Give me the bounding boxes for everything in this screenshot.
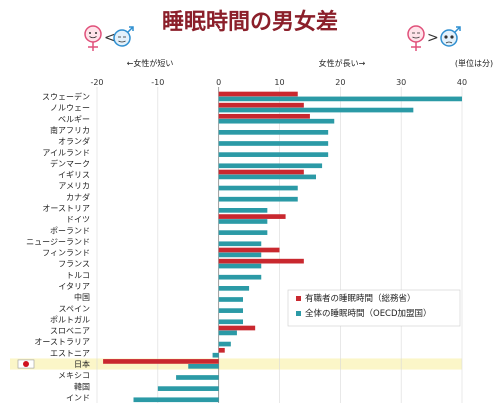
bar-overall [218,185,298,191]
bar-employed [218,113,310,119]
bar-overall [218,297,243,302]
right-note: 女性が長い→ [319,58,366,68]
bar-overall [218,263,262,269]
bar-overall [218,330,237,336]
highlight-row [10,358,462,370]
bar-employed [218,102,304,108]
bar-employed [218,347,225,353]
x-tick-label: 40 [457,78,467,87]
category-label: トルコ [66,271,90,280]
bar-overall [212,352,219,358]
category-label: オランダ [58,136,90,146]
category-label: ポルトガル [50,314,90,324]
bar-employed [218,214,286,219]
left-note: ←女性が短い [127,58,174,68]
bar-overall [218,118,335,124]
bar-employed [218,91,298,97]
bar-overall [218,208,268,213]
category-label: フィンランド [42,249,90,258]
bar-overall [218,219,268,224]
legend-swatch [296,311,301,316]
bar-overall [218,252,262,258]
female-less-than-male-icon: < [84,25,134,51]
x-tick-label: 30 [396,78,406,87]
category-label: 南アフリカ [50,125,90,135]
category-label: アメリカ [58,182,90,191]
category-label: ノルウェー [50,104,90,113]
japan-flag-sun [23,361,29,367]
unit-label: (単位は分) [455,58,493,68]
x-tick-label: -10 [151,78,164,87]
category-label: 韓国 [74,381,90,391]
bar-overall [218,241,262,247]
bar-overall [218,341,231,347]
bar-overall [218,274,262,280]
bar-employed [103,359,219,364]
plot-area: -20 -10 0 10 20 30 40 スウェーデンノルウェーベルギー南アフリカオランダア… [10,78,467,403]
category-label: エストニア [50,349,90,358]
category-label: カナダ [66,192,90,202]
category-label: ドイツ [66,215,90,224]
female-greater-than-male-icon: > [407,25,461,51]
category-label: ベルギー [58,115,90,124]
bar-overall [218,107,414,113]
category-label: スウェーデン [42,92,90,102]
bar-overall [218,196,298,202]
bar-overall [218,130,329,135]
bar-overall [218,141,329,146]
category-label: デンマーク [50,158,90,168]
category-label: スペイン [59,304,90,313]
bar-overall [218,163,323,169]
x-tick-label: -20 [90,78,103,87]
x-tick-label: 0 [216,78,221,87]
bar-overall [218,152,329,157]
legend-swatch [296,296,301,301]
legend-label: 有職者の睡眠時間（総務省） [305,293,416,304]
x-tick-label: 10 [274,78,284,87]
bar-overall [218,96,462,102]
category-label: オーストラリア [34,338,90,347]
bar-employed [218,325,256,331]
bar-overall [218,286,250,291]
right-icon-symbol: > [427,30,439,46]
bar-employed [218,169,304,175]
bar-overall [157,386,219,391]
category-label: オーストリア [42,204,90,213]
category-label: アイルランド [42,148,90,157]
bar-employed [218,247,280,253]
bar-overall [218,174,316,180]
category-label: メキシコ [58,371,90,380]
category-label: イタリア [58,282,90,291]
bar-overall [218,230,268,235]
category-label: フランス [58,260,90,269]
legend-label: 全体の睡眠時間（OECD加盟国） [305,308,432,319]
x-tick-label: 20 [335,78,345,87]
category-label: 中国 [74,292,90,302]
bar-overall [218,308,243,313]
category-label: ポーランド [50,226,90,235]
category-label: イギリス [58,171,90,180]
category-label: ニュージーランド [26,237,90,246]
category-label: インド [66,393,90,402]
category-label: スロベニア [50,327,90,336]
chart-title: 睡眠時間の男女差 [162,9,338,35]
left-icon-symbol: < [104,30,116,46]
bar-overall [176,375,219,380]
legend-box [287,289,461,327]
category-label: 日本 [74,359,90,369]
bar-employed [218,258,304,264]
bar-overall [218,319,243,325]
bar-overall [188,364,219,369]
bar-overall [133,397,219,403]
